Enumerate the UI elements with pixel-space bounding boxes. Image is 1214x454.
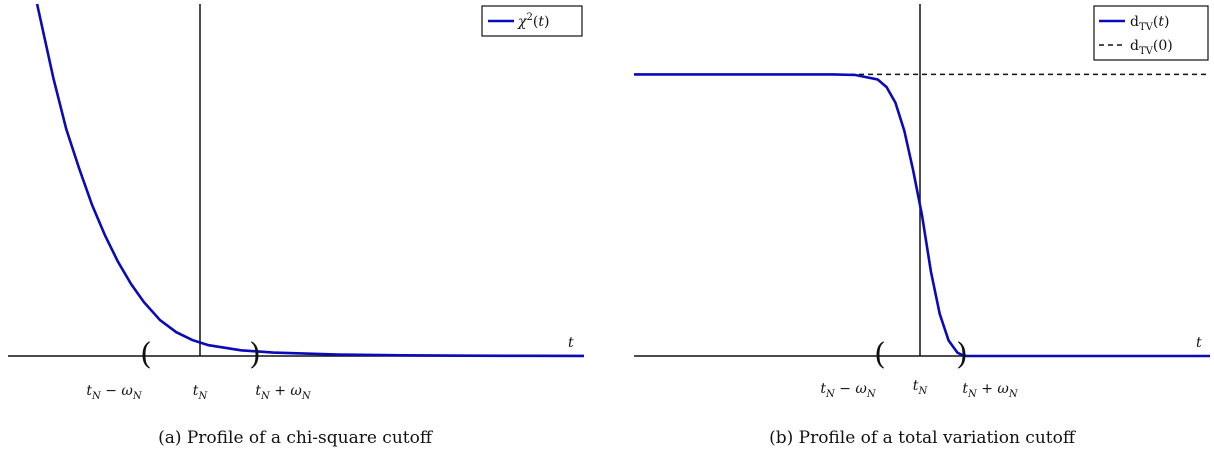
right-legend: dTV(t) dTV(0) [1093,5,1209,61]
right-x-axis-label: t [1196,335,1202,351]
right-caption: (b) Profile of a total variation cutoff [769,428,1077,448]
left-series-chi2 [35,3,585,358]
right-tick-label-minus: tN − ωN [820,381,876,400]
right-legend-box [1093,5,1209,61]
panel-left: t ( ) tN − ωN tN tN + ωN χ2(t) (a) Profi… [8,3,585,448]
right-legend-label-dtv0: dTV(0) [1130,38,1173,57]
right-bracket-open: ( [874,337,886,372]
left-x-axis-label: t [568,335,574,351]
left-legend-label: χ2(t) [517,12,549,30]
left-caption: (a) Profile of a chi-square cutoff [158,428,434,448]
left-bracket-close: ) [249,337,261,372]
right-bracket-close: ) [956,337,968,372]
left-legend: χ2(t) [481,5,583,37]
left-tick-label-plus: tN + ωN [255,383,311,402]
right-tick-label-plus: tN + ωN [962,381,1018,400]
left-tick-label-center: tN [193,383,209,402]
left-tick-label-minus: tN − ωN [86,383,142,402]
left-bracket-open: ( [140,337,152,372]
right-series-dtv [634,73,1210,358]
right-tick-label-center: tN [913,378,929,397]
right-legend-label-dtv: dTV(t) [1130,14,1169,33]
panel-right: t ( ) tN − ωN tN tN + ωN dTV(t) dTV(0) (… [634,4,1210,448]
